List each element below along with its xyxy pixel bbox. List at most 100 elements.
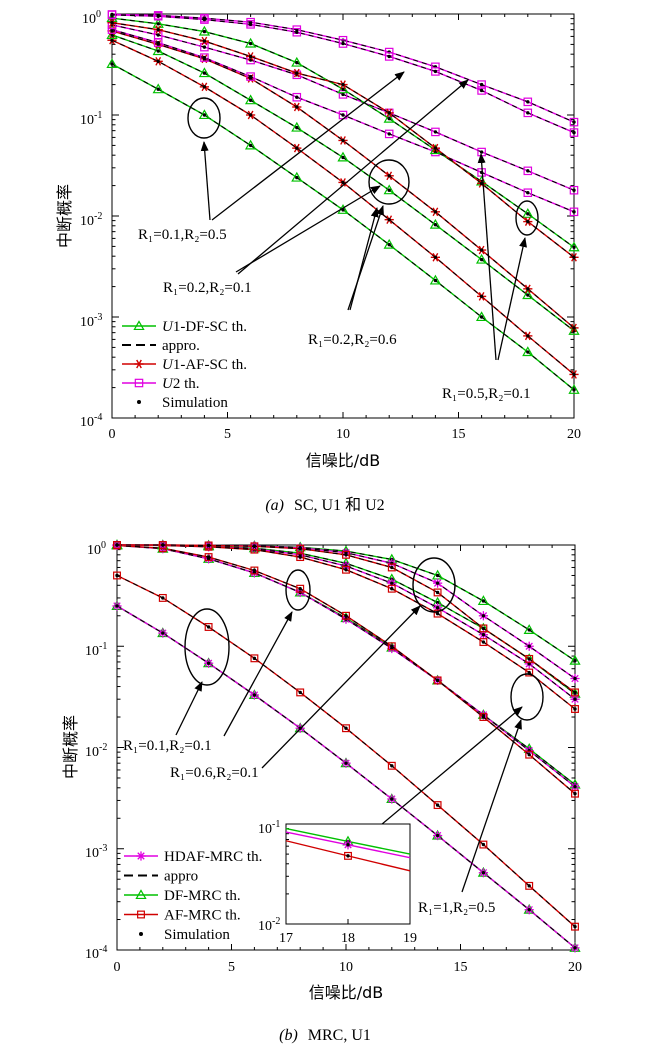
x-axis-label-b: 信噪比/dB [309, 983, 384, 1002]
annotation-arrow [237, 79, 469, 275]
simulation-dot [435, 590, 440, 595]
simulation-dot [341, 180, 345, 185]
simulation-dot [526, 293, 530, 297]
simulation-dot [435, 573, 440, 578]
simulation-dot [161, 631, 165, 635]
square-marker [431, 127, 440, 137]
y-tick-labels-a: 100 10-1 10-2 10-3 10-4 [80, 9, 102, 430]
legend-a: U1-DF-SC th. appro. U1-AF-SC th. U2 th. Simu… [122, 319, 247, 411]
simulation-dot [479, 257, 484, 262]
annotation-arrow [347, 205, 384, 311]
square-marker [569, 128, 579, 137]
square-marker [525, 654, 534, 663]
triangle-marker [152, 83, 164, 94]
legend-entry-label: HDAF-MRC th. [164, 849, 262, 865]
legend-swatch [139, 932, 143, 936]
simulation-dot [573, 924, 577, 929]
simulation-dot [346, 843, 350, 847]
simulation-dot [527, 752, 531, 757]
simulation-dot [526, 212, 530, 216]
simulation-dot [252, 544, 257, 549]
annotation-arrow [200, 141, 211, 221]
triangle-marker [244, 37, 257, 48]
simulation-dot [341, 82, 345, 87]
simulation-dot [202, 85, 207, 89]
y-tick-label: 10-2 [85, 742, 107, 760]
legend-entry-label: U1-AF-SC th. [162, 357, 247, 373]
annotation-ellipse [412, 557, 456, 613]
legend-entry-label: DF-MRC th. [164, 888, 241, 904]
simulation-dot [435, 678, 440, 683]
triangle-marker [291, 121, 303, 132]
square-marker [204, 553, 213, 562]
x-tick-label: 10 [336, 427, 350, 442]
simulation-dot [206, 543, 211, 548]
simulation-dot [479, 82, 484, 87]
series-group-a [106, 10, 580, 394]
square-marker [387, 761, 396, 770]
simulation-dot [298, 546, 302, 551]
approx-line [111, 30, 575, 329]
simulation-dot [433, 278, 438, 283]
simulation-dot [433, 146, 438, 150]
triangle-marker [106, 58, 118, 69]
simulation-dot [573, 658, 577, 663]
annotation-ellipse [510, 673, 544, 721]
simulation-dot [435, 833, 440, 838]
simulation-dot [341, 87, 345, 91]
square-marker [479, 624, 488, 633]
simulation-dot [479, 150, 484, 154]
legend-entry-label: U1-DF-SC th. [162, 319, 247, 335]
annotation-arrow [497, 237, 527, 361]
square-marker [569, 185, 579, 195]
asterisk-stroke [137, 852, 145, 860]
triangle-marker [291, 171, 303, 182]
simulation-dot [479, 315, 484, 319]
triangle-marker [337, 83, 349, 94]
y-tick-label: 10-3 [85, 843, 107, 861]
legend-entry-label: appro [164, 869, 198, 885]
inset-frame [285, 823, 411, 925]
square-marker [384, 52, 394, 61]
simulation-dot [344, 614, 348, 618]
simulation-dot [115, 604, 119, 608]
square-marker [387, 563, 396, 572]
simulation-dot [202, 71, 207, 75]
simulation-dot [248, 22, 253, 27]
simulation-dot [435, 600, 440, 605]
simulation-dot [526, 111, 530, 115]
simulation-dot [110, 62, 114, 66]
x-axis-label-a: 信噪比/dB [306, 451, 381, 470]
simulation-dot [433, 69, 438, 74]
simulation-dot [156, 59, 160, 64]
simulation-dot [341, 92, 345, 97]
asterisk-marker [136, 851, 146, 861]
square-marker [296, 688, 305, 697]
square-marker [433, 801, 442, 810]
simulation-dot [344, 568, 348, 572]
simulation-dot [572, 120, 576, 124]
plot-frame-a [111, 13, 575, 419]
simulation-dot [110, 33, 114, 37]
simulation-dot [248, 41, 253, 46]
legend-swatch [137, 400, 141, 404]
simulation-dot [527, 662, 531, 666]
triangle-marker [522, 289, 534, 300]
simulation-dot [202, 29, 207, 34]
simulation-dot [252, 568, 257, 573]
triangle-marker [198, 67, 211, 78]
square-marker [525, 881, 534, 890]
square-marker [571, 922, 579, 931]
simulation-dot [387, 116, 391, 121]
triangle-marker [429, 218, 442, 229]
triangle-marker [522, 208, 534, 218]
annotation-arrow [175, 681, 203, 736]
annotation-label: R₁=0.1,R₂=0.5 [138, 227, 227, 243]
triangle-marker [477, 595, 490, 606]
simulation-dot [572, 372, 576, 377]
simulation-dot [252, 693, 257, 697]
simulation-dot [527, 908, 531, 912]
simulation-dot [433, 223, 438, 227]
simulation-dot [156, 27, 160, 32]
simulation-dot [390, 644, 394, 648]
